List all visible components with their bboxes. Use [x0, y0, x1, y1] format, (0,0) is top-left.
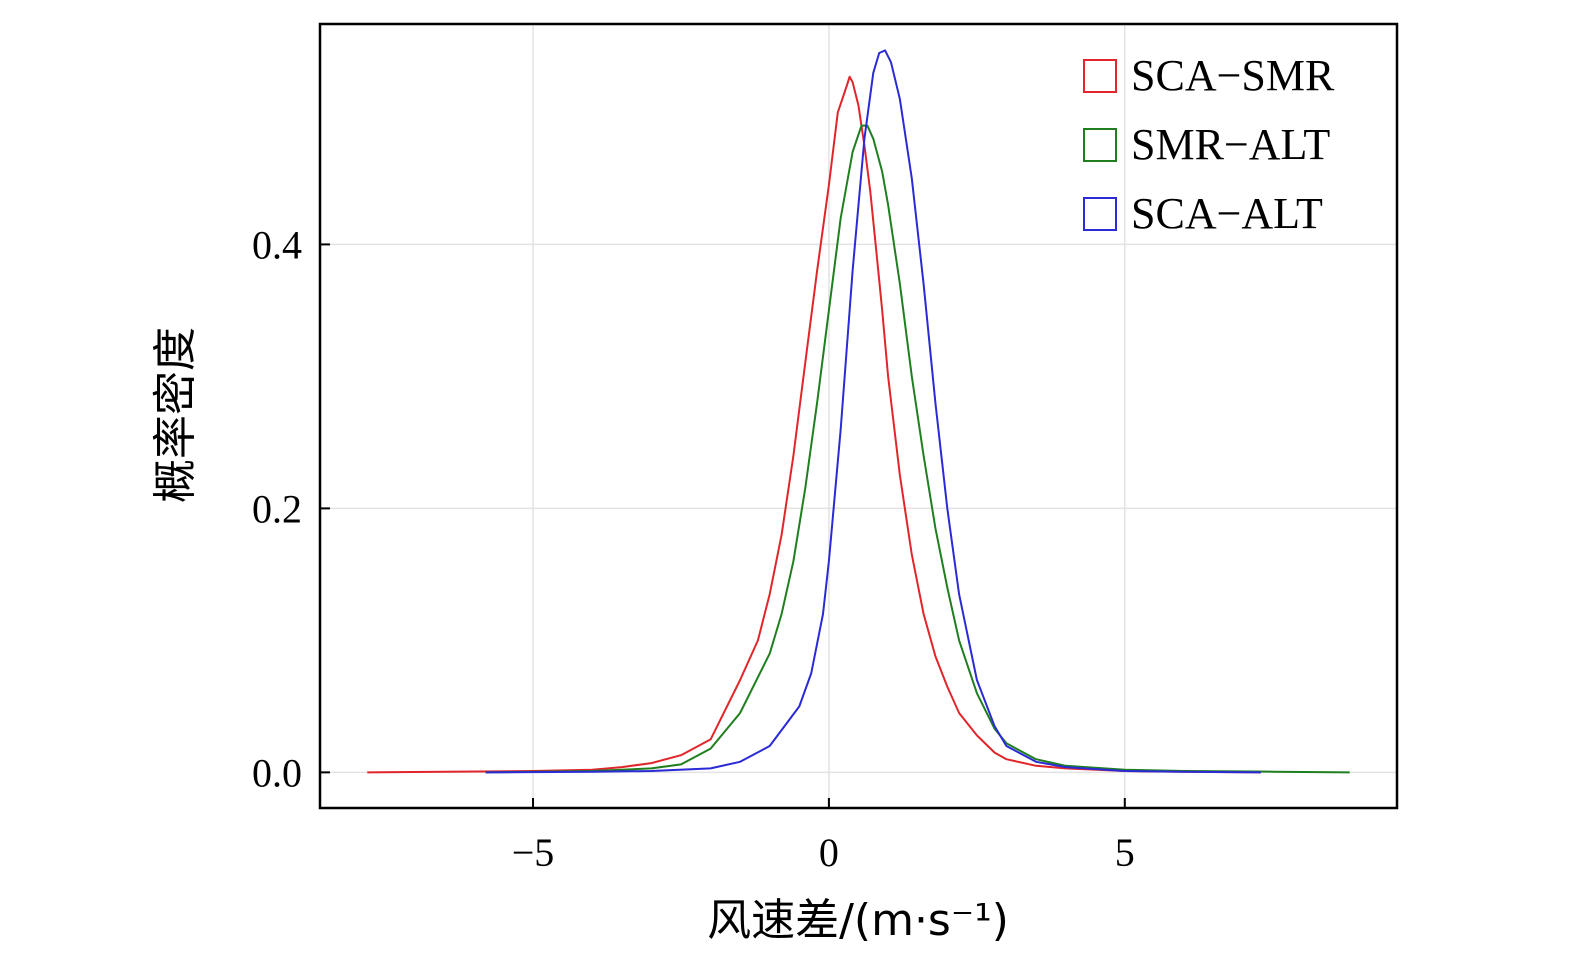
y-tick-label: 0.4	[252, 222, 302, 267]
series-line	[367, 75, 1261, 774]
x-axis-title: 风速差/(m·s⁻¹)	[707, 895, 1009, 946]
legend-swatch	[1083, 59, 1117, 93]
series-line	[485, 124, 1350, 774]
legend-label: SCA−SMR	[1131, 51, 1335, 100]
x-tick-label: −5	[512, 830, 555, 875]
legend: SCA−SMR SMR−ALT SCA−ALT	[1083, 51, 1335, 238]
axis-ticks: −5 0 5 0.0 0.2 0.4	[252, 222, 1135, 875]
series-line	[485, 49, 1261, 774]
x-tick-label: 5	[1115, 830, 1135, 875]
series-layer	[367, 49, 1350, 774]
legend-swatch	[1083, 197, 1117, 231]
y-axis-title: 概率密度	[150, 327, 201, 503]
y-tick-label: 0.2	[252, 486, 302, 531]
legend-label: SCA−ALT	[1131, 189, 1323, 238]
legend-label: SMR−ALT	[1131, 120, 1330, 169]
y-tick-label: 0.0	[252, 750, 302, 795]
plot-frame	[318, 22, 1399, 810]
legend-swatch	[1083, 128, 1117, 162]
x-tick-label: 0	[819, 830, 839, 875]
